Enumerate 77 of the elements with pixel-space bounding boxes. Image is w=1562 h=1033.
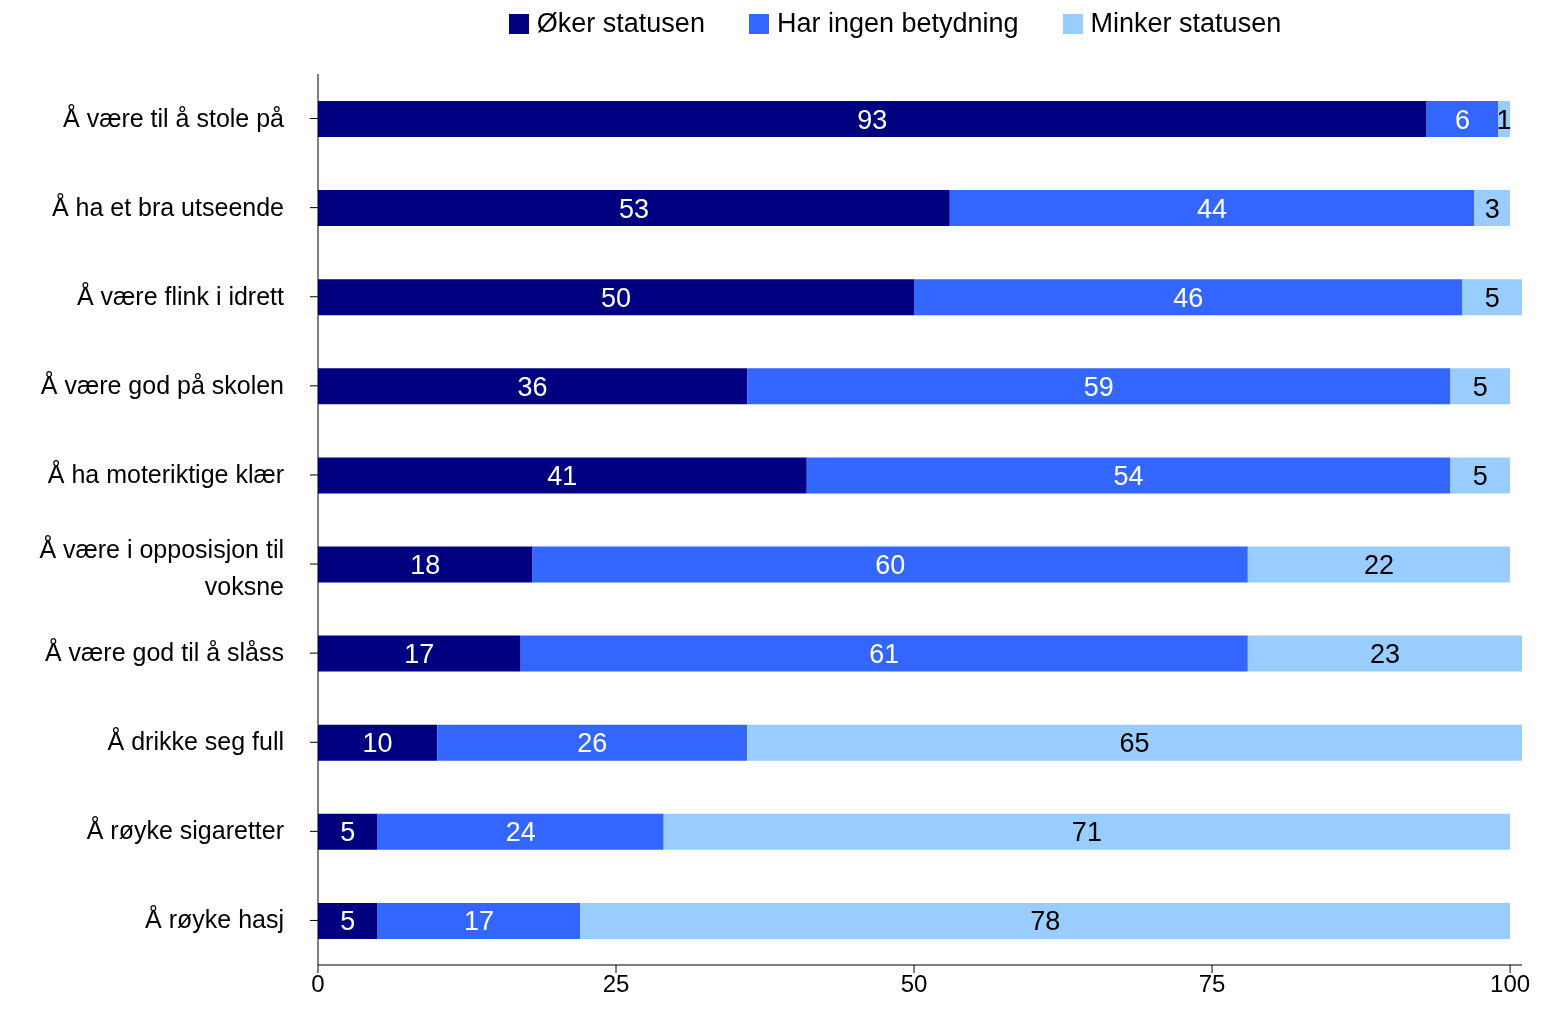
- x-tick-label: 100: [1490, 970, 1531, 998]
- data-label: 17: [404, 639, 435, 670]
- legend-label: Har ingen betydning: [775, 8, 1019, 39]
- y-tick-label: Å drikke seg full: [107, 726, 284, 756]
- data-label: 23: [1369, 639, 1400, 670]
- data-label: 65: [1119, 728, 1150, 759]
- bar: [318, 279, 915, 316]
- data-label: 5: [340, 817, 356, 848]
- y-tick-label: Å være til å stole på: [63, 102, 285, 132]
- bar: [532, 546, 1248, 583]
- data-label: 22: [1363, 550, 1394, 581]
- x-tick-label: 25: [602, 970, 630, 998]
- data-label: 60: [875, 550, 906, 581]
- bar: [318, 368, 748, 405]
- y-tick-label: Å ha et bra utseende: [51, 191, 284, 221]
- y-tick-label: Å røyke sigaretter: [86, 815, 284, 845]
- bar: [377, 813, 664, 850]
- data-label: 61: [869, 639, 900, 670]
- y-tick-label: Å være i opposisjon til voksne: [39, 534, 284, 601]
- data-label: 10: [362, 728, 393, 759]
- legend-label: Minker statusen: [1089, 8, 1282, 39]
- data-label: 5: [1484, 282, 1500, 313]
- bar: [318, 190, 950, 227]
- bar: [747, 724, 1522, 761]
- bar: [1247, 635, 1522, 672]
- bar: [1462, 279, 1522, 316]
- bar: [437, 724, 748, 761]
- data-label: 78: [1030, 906, 1061, 937]
- data-label: 18: [410, 550, 441, 581]
- bar: [806, 457, 1451, 494]
- data-label: 41: [547, 460, 578, 491]
- data-label: 5: [340, 906, 356, 937]
- data-label: 54: [1113, 460, 1144, 491]
- legend-label: Øker statusen: [535, 8, 705, 39]
- y-tick-label: Å være god på skolen: [40, 369, 284, 399]
- x-tick-label: 75: [1198, 970, 1226, 998]
- data-label: 50: [601, 282, 632, 313]
- y-tick-label: Å være god til å slåss: [45, 637, 284, 667]
- data-label: 24: [505, 817, 536, 848]
- bar: [747, 368, 1451, 405]
- bar: [1450, 457, 1511, 494]
- x-tick-label: 0: [311, 970, 325, 998]
- x-tick-label: 50: [900, 970, 928, 998]
- bar: [318, 457, 807, 494]
- y-tick-label: Å røyke hasj: [145, 904, 284, 934]
- data-label: 6: [1454, 104, 1470, 135]
- data-label: 46: [1173, 282, 1204, 313]
- data-label: 71: [1071, 817, 1102, 848]
- data-label: 17: [463, 906, 494, 937]
- data-label: 26: [577, 728, 608, 759]
- bar: [318, 546, 533, 583]
- data-label: 59: [1083, 371, 1114, 402]
- bar: [318, 101, 1427, 137]
- data-label: 1: [1496, 104, 1512, 135]
- y-tick-label: Å være flink i idrett: [76, 280, 285, 310]
- data-label: 36: [517, 371, 548, 402]
- data-label: 5: [1472, 460, 1488, 491]
- bar: [949, 190, 1475, 227]
- bar: [663, 813, 1511, 850]
- data-label: 44: [1197, 193, 1228, 224]
- bar: [1450, 368, 1511, 405]
- bar: [318, 635, 521, 672]
- bar: [520, 635, 1248, 672]
- bar: [580, 902, 1511, 939]
- y-tick-label: Å ha moteriktige klær: [47, 458, 284, 488]
- bar: [1426, 101, 1499, 137]
- bar: [1474, 190, 1511, 227]
- data-label: 93: [857, 104, 888, 135]
- bar: [1247, 546, 1511, 583]
- bar: [318, 902, 378, 939]
- bar: [318, 724, 438, 761]
- bar: [377, 902, 581, 939]
- bar: [318, 813, 378, 850]
- data-label: 53: [618, 193, 649, 224]
- data-label: 5: [1472, 371, 1488, 402]
- data-label: 3: [1484, 193, 1500, 224]
- bar: [914, 279, 1463, 316]
